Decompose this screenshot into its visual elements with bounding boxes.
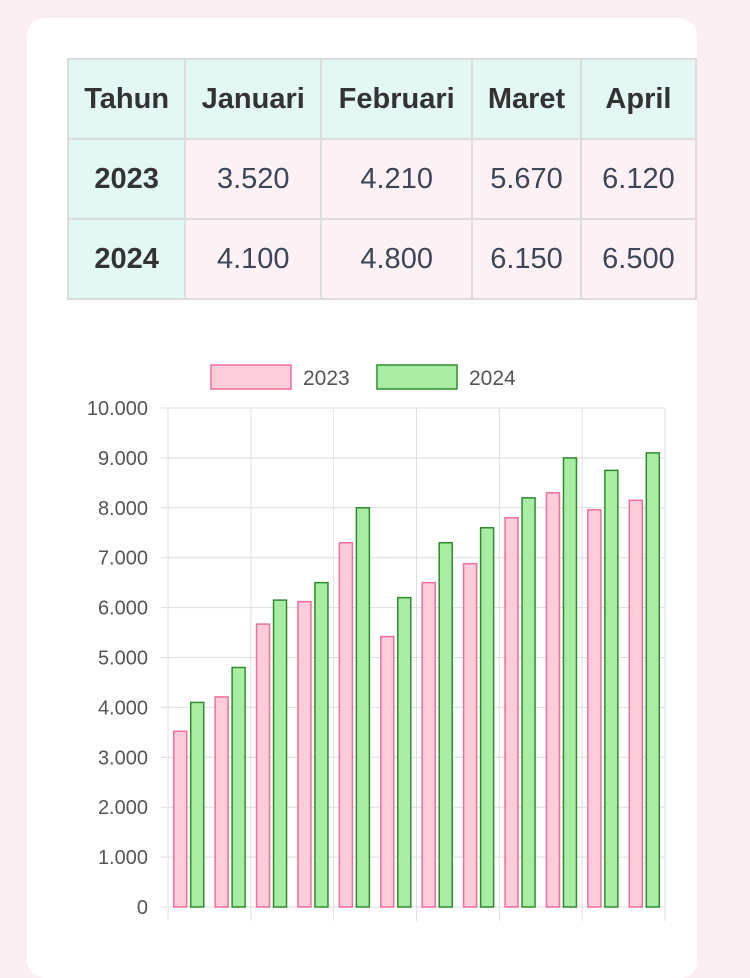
y-tick-label: 0 bbox=[137, 897, 148, 919]
bar-2024-1[interactable] bbox=[189, 701, 205, 908]
y-tick-label: 9.000 bbox=[98, 448, 148, 470]
legend-label-2023[interactable]: 2023 bbox=[303, 367, 350, 390]
grid-layer bbox=[167, 407, 666, 908]
bar-2023-6[interactable] bbox=[380, 635, 395, 908]
bar-2023-2[interactable] bbox=[214, 696, 229, 908]
bar-2024-11[interactable] bbox=[604, 469, 619, 908]
table-cell: 4.210 bbox=[320, 138, 474, 220]
bar-2023-5[interactable] bbox=[338, 541, 354, 908]
bar-2024-5[interactable] bbox=[355, 507, 371, 908]
table-cell: 6.500 bbox=[579, 218, 697, 300]
bar-chart: 0 1.000 2.000 3.000 4.000 5.000 6.000 7.000 8.00… bbox=[87, 364, 666, 921]
header-month-4: April bbox=[579, 58, 697, 140]
table-cell: 6.120 bbox=[579, 138, 697, 220]
legend-label-2024[interactable]: 2024 bbox=[469, 367, 516, 390]
table-row: 2024 4.100 4.800 6.150 6.500 bbox=[67, 218, 697, 300]
table-cell: 4.100 bbox=[184, 218, 323, 300]
table-cell: 5.670 bbox=[471, 138, 582, 220]
bar-2024-3[interactable] bbox=[272, 599, 288, 908]
y-tick-label: 1.000 bbox=[98, 847, 148, 869]
y-tick-label: 6.000 bbox=[98, 598, 148, 620]
legend-swatch-2024[interactable] bbox=[376, 364, 458, 390]
bar-2023-7[interactable] bbox=[421, 581, 436, 908]
y-tick-label: 7.000 bbox=[98, 548, 148, 570]
row-year: 2024 bbox=[67, 218, 187, 300]
y-tick-label: 8.000 bbox=[98, 498, 148, 520]
table-row: 2023 3.520 4.210 5.670 6.120 bbox=[67, 138, 697, 220]
bar-2023-9[interactable] bbox=[504, 517, 519, 908]
bar-2023-1[interactable] bbox=[172, 730, 188, 908]
table-header-row: Tahun Januari Februari Maret April bbox=[67, 58, 697, 140]
bar-2024-7[interactable] bbox=[438, 541, 453, 908]
axis-layer: 0 1.000 2.000 3.000 4.000 5.000 6.000 7.000 8.00… bbox=[87, 398, 666, 921]
y-tick-label: 2.000 bbox=[98, 797, 148, 819]
sales-table: Tahun Januari Februari Maret April 2023 … bbox=[67, 58, 697, 300]
bar-2024-4[interactable] bbox=[314, 581, 329, 908]
bar-2023-11[interactable] bbox=[587, 509, 602, 908]
bar-2024-12[interactable] bbox=[645, 452, 661, 908]
bar-2023-4[interactable] bbox=[297, 600, 312, 908]
bar-2023-10[interactable] bbox=[545, 492, 561, 908]
bar-2023-8[interactable] bbox=[462, 562, 478, 908]
bar-2024-10[interactable] bbox=[562, 457, 578, 908]
chart-container: 0 1.000 2.000 3.000 4.000 5.000 6.000 7.000 8.00… bbox=[27, 358, 697, 978]
header-year: Tahun bbox=[67, 58, 187, 140]
header-month-3: Maret bbox=[471, 58, 582, 140]
bars-layer bbox=[172, 452, 661, 908]
table-container: Tahun Januari Februari Maret April 2023 … bbox=[67, 58, 697, 306]
header-month-2: Februari bbox=[320, 58, 474, 140]
y-tick-label: 4.000 bbox=[98, 697, 148, 719]
bar-2024-2[interactable] bbox=[231, 666, 246, 908]
bar-2023-12[interactable] bbox=[628, 499, 644, 908]
bar-2024-9[interactable] bbox=[521, 497, 536, 908]
table-cell: 6.150 bbox=[471, 218, 582, 300]
bar-2023-3[interactable] bbox=[255, 623, 271, 908]
table-cell: 3.520 bbox=[184, 138, 323, 220]
y-tick-label: 10.000 bbox=[87, 398, 148, 420]
y-tick-label: 3.000 bbox=[98, 747, 148, 769]
y-tick-label: 5.000 bbox=[98, 648, 148, 670]
bar-2024-8[interactable] bbox=[479, 527, 495, 908]
header-month-1: Januari bbox=[184, 58, 323, 140]
legend: 2023 2024 bbox=[210, 364, 516, 390]
bar-2024-6[interactable] bbox=[397, 596, 412, 908]
row-year: 2023 bbox=[67, 138, 187, 220]
legend-swatch-2023[interactable] bbox=[210, 364, 292, 390]
content-card: Tahun Januari Februari Maret April 2023 … bbox=[27, 18, 697, 978]
table-cell: 4.800 bbox=[320, 218, 474, 300]
